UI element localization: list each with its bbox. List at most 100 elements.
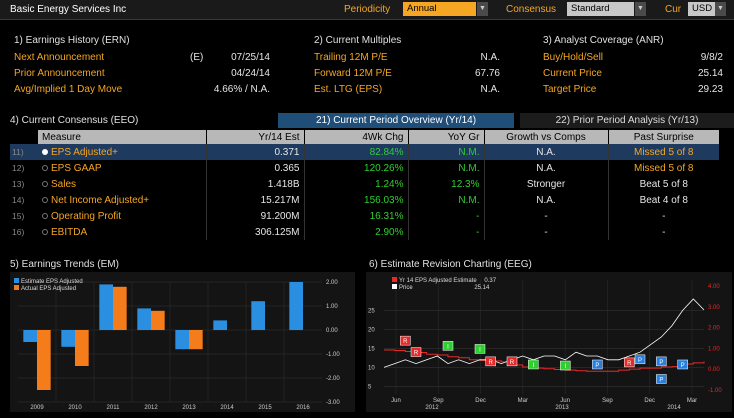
tab-current-period[interactable]: 21) Current Period Overview (Yr/14)	[278, 113, 514, 128]
price-series-line	[383, 298, 705, 368]
measure-cell[interactable]: Operating Profit	[38, 208, 207, 224]
legend-label: Yr 14 EPS Adjusted Estimate	[399, 278, 477, 284]
y-tick-label-left: 20	[368, 327, 375, 333]
radio-icon[interactable]	[42, 180, 48, 187]
estimate-revision-title[interactable]: 6) Estimate Revision Charting (EEG)	[369, 259, 532, 270]
radio-icon[interactable]	[42, 212, 48, 219]
measure-cell[interactable]: Net Income Adjusted+	[38, 192, 207, 208]
revision-marker	[656, 356, 667, 367]
revision-marker	[474, 344, 486, 354]
currency-label: Cur	[665, 4, 682, 15]
chg-cell: 2.90%	[304, 224, 409, 240]
x-tick-label: 2009	[30, 405, 44, 411]
est-cell: 15.217M	[206, 192, 305, 208]
next-announcement-prefix: (E)	[190, 52, 204, 63]
col-chg-header[interactable]: 4Wk Chg	[304, 130, 409, 144]
periodicity-select[interactable]: Annual	[403, 2, 476, 16]
table-row[interactable]: 15) Operating Profit 91.200M 16.31% - - -	[10, 208, 719, 224]
measure-cell[interactable]: Sales	[38, 176, 207, 192]
estimate-revision-chart[interactable]: 25 20 15 10 5 4.00 3.00 2.00 1.00 0.00 -1.00 Jun Sep…	[366, 272, 732, 412]
est-ltg-value: N.A.	[480, 84, 500, 95]
revision-marker-label: P	[659, 360, 663, 366]
revision-marker	[410, 347, 422, 357]
y-tick-label-left: 15	[368, 346, 375, 352]
radio-icon[interactable]	[42, 148, 48, 155]
table-row[interactable]: 11) EPS Adjusted+ 0.371 82.84% N.M. N.A. Misse…	[10, 144, 719, 160]
measure-label: EPS GAAP	[51, 162, 102, 174]
avg-move-value: 4.66% / N.A.	[213, 84, 270, 95]
col-est-header[interactable]: Yr/14 Est	[206, 130, 305, 144]
x-tick-label: 2014	[220, 405, 234, 411]
measure-cell[interactable]: EPS GAAP	[38, 160, 207, 176]
col-yoy-header[interactable]: YoY Gr	[408, 130, 485, 144]
measure-cell[interactable]: EBITDA	[38, 224, 207, 240]
currency-select[interactable]: USD	[688, 2, 715, 16]
revision-marker-label: P	[595, 363, 599, 369]
measure-label: EBITDA	[51, 226, 88, 238]
analyst-coverage-title[interactable]: 3) Analyst Coverage (ANR)	[543, 35, 664, 46]
chevron-down-icon[interactable]: ▼	[477, 2, 488, 16]
estimate-series-line	[384, 349, 705, 372]
measure-label: Sales	[51, 178, 77, 190]
revision-marker	[485, 356, 496, 367]
radio-icon[interactable]	[42, 196, 48, 203]
earnings-trends-title[interactable]: 5) Earnings Trends (EM)	[10, 259, 119, 270]
x-tick-label: Jun	[560, 398, 570, 404]
consensus-select[interactable]: Standard	[567, 2, 634, 16]
row-number: 12)	[12, 163, 25, 173]
current-consensus-title[interactable]: 4) Current Consensus (EEO)	[10, 115, 139, 126]
y-tick-label: 2.00	[326, 280, 338, 286]
table-row[interactable]: 12) EPS GAAP 0.365 120.26% N.M. N.A. Missed 5 …	[10, 160, 719, 176]
revision-marker-label: I	[564, 364, 566, 370]
earnings-history-title[interactable]: 1) Earnings History (ERN)	[14, 35, 130, 46]
measure-label: EPS Adjusted+	[51, 146, 118, 158]
revision-marker-label: I	[479, 347, 481, 353]
col-comps-header[interactable]: Growth vs Comps	[484, 130, 609, 144]
legend-value: 25.14	[474, 285, 490, 291]
x-tick-label: Jun	[391, 398, 401, 404]
earnings-trends-chart[interactable]: 2.00 1.00 0.00 -1.00 -2.00 -3.00 2009 2010 2011 2…	[10, 272, 355, 412]
x-tick-label: Mar	[687, 398, 697, 404]
y-tick-label: -3.00	[326, 400, 340, 406]
x-tick-label: Sep	[602, 398, 613, 404]
measure-cell[interactable]: EPS Adjusted+	[38, 144, 207, 160]
legend-swatch	[14, 278, 19, 283]
surprise-cell: Missed 5 of 8	[634, 162, 694, 174]
chevron-down-icon[interactable]: ▼	[715, 2, 726, 16]
est-cell: 0.371	[206, 144, 305, 160]
revision-marker-label: R	[488, 360, 493, 366]
target-price-value: 29.23	[697, 84, 723, 95]
legend-entry: Actual EPS Adjusted	[14, 285, 83, 292]
y-tick-label: 1.00	[326, 304, 338, 310]
bar	[23, 330, 37, 342]
radio-icon[interactable]	[42, 164, 48, 171]
radio-icon[interactable]	[42, 228, 48, 235]
revision-marker-label: I	[532, 363, 534, 369]
buy-hold-sell-value: 9/8/2	[700, 52, 723, 63]
avg-move-label: Avg/Implied 1 Day Move	[14, 84, 123, 95]
row-number: 16)	[12, 227, 25, 237]
legend-entry: Price 25.14	[392, 284, 496, 291]
next-announcement-value: 07/25/14	[231, 52, 270, 63]
col-surprise-header[interactable]: Past Surprise	[608, 130, 719, 144]
tab-prior-period[interactable]: 22) Prior Period Analysis (Yr/13)	[520, 113, 734, 128]
chevron-down-icon[interactable]: ▼	[635, 2, 646, 16]
table-row[interactable]: 14) Net Income Adjusted+ 15.217M 156.03% N.M…	[10, 192, 719, 208]
bar	[137, 308, 151, 330]
bar	[213, 320, 227, 330]
revision-marker-label: R	[403, 339, 408, 345]
revision-marker	[592, 359, 603, 370]
col-measure-header[interactable]: Measure	[38, 130, 207, 144]
chg-cell: 1.24%	[304, 176, 409, 192]
table-row[interactable]: 13) Sales 1.418B 1.24% 12.3% Stronger Beat 5 o…	[10, 176, 719, 192]
est-cell: 1.418B	[206, 176, 305, 192]
table-row[interactable]: 16) EBITDA 306.125M 2.90% - - -	[10, 224, 719, 240]
legend-swatch	[392, 277, 397, 282]
yoy-cell: N.M.	[408, 160, 485, 176]
bar	[113, 286, 127, 330]
current-price-label: Current Price	[543, 68, 602, 79]
x-tick-label: Dec	[475, 398, 486, 404]
company-title: Basic Energy Services Inc	[10, 4, 127, 15]
y-tick-label-left: 25	[368, 308, 375, 314]
yoy-cell: N.M.	[408, 192, 485, 208]
